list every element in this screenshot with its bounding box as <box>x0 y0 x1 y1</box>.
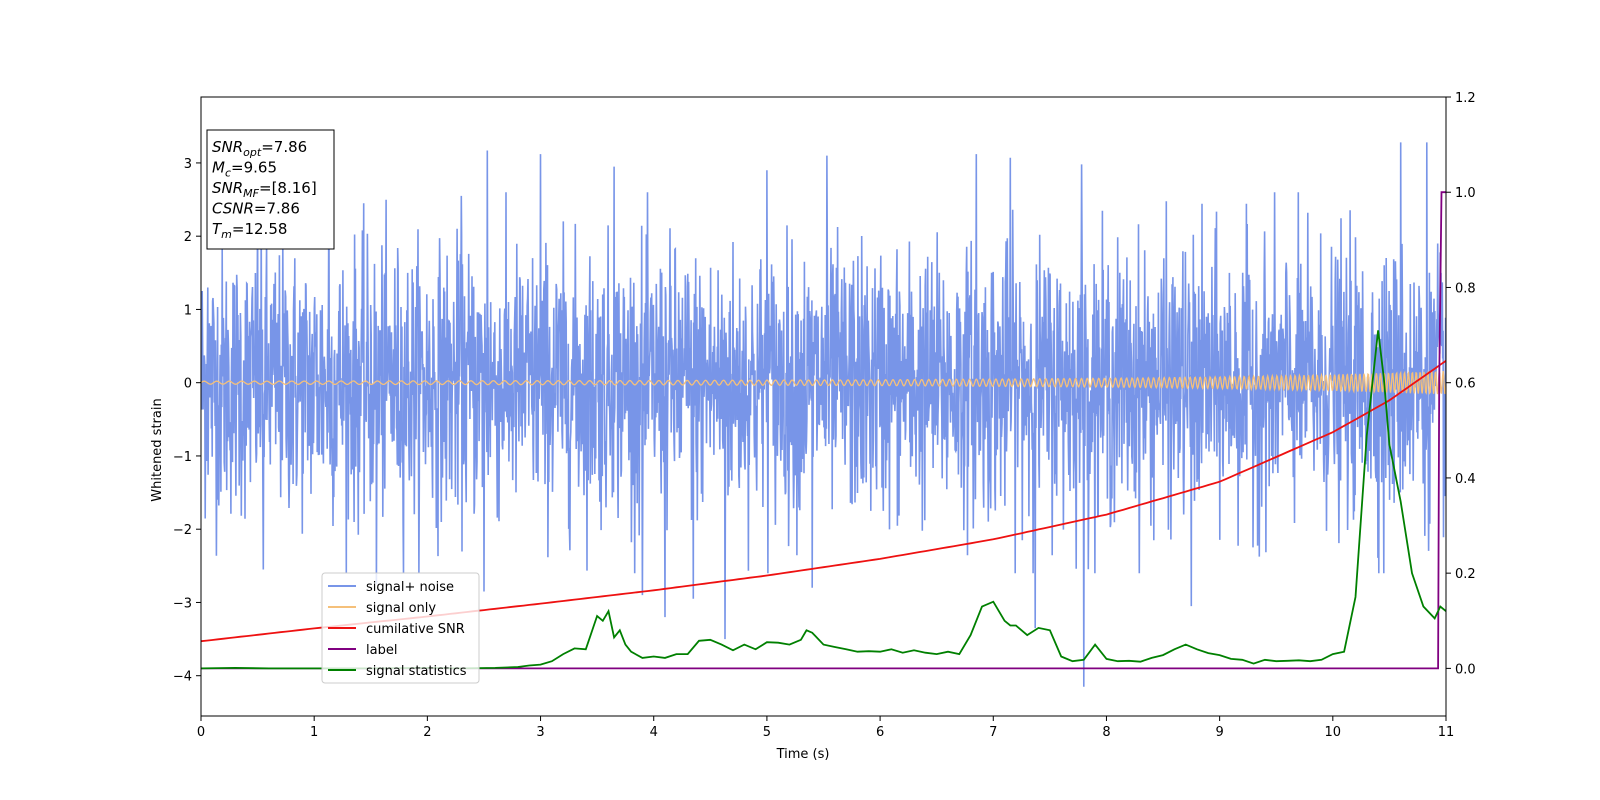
legend-label: label <box>366 643 397 658</box>
y-tick-label: 3 <box>184 157 192 172</box>
x-tick-label: 3 <box>536 725 544 740</box>
y-axis-label: Whitened strain <box>150 398 165 501</box>
axes: 0 1 2 3 4 5 6 7 8 9 10 11 −4 −3 −2 −1 0 1 2 3 0.0 0.2 0.4 0.6 0.… <box>173 91 1476 740</box>
x-tick-label: 10 <box>1325 725 1342 740</box>
y2-tick-label: 0.6 <box>1455 377 1476 392</box>
x-tick-label: 2 <box>423 725 431 740</box>
y2-tick-label: 1.2 <box>1455 91 1476 106</box>
info-line: CSNR=7.86 <box>212 200 300 218</box>
y-tick-label: 0 <box>184 377 192 392</box>
y-tick-label: −2 <box>173 523 192 538</box>
series-label <box>201 191 1446 670</box>
legend-label: signal statistics <box>366 664 467 679</box>
series-signal-only <box>201 370 1446 395</box>
y-tick-label: −1 <box>173 450 192 465</box>
plot-frame <box>200 96 1447 717</box>
y-tick-label: 1 <box>184 303 192 318</box>
x-tick-label: 5 <box>763 725 771 740</box>
y2-tick-label: 1.0 <box>1455 186 1476 201</box>
y2-tick-label: 0.8 <box>1455 281 1476 296</box>
info-line: Tm=12.58 <box>212 220 287 241</box>
x-axis-label: Time (s) <box>776 747 830 762</box>
x-tick-label: 6 <box>876 725 884 740</box>
series-signal-statistics <box>201 330 1446 670</box>
legend-label: signal only <box>366 601 436 616</box>
info-box-frame <box>206 129 335 250</box>
legend-label: signal+ noise <box>366 580 454 595</box>
legend: signal+ noise signal only cumilative SNR la… <box>321 572 480 684</box>
x-tick-label: 8 <box>1102 725 1110 740</box>
y2-tick-label: 0.4 <box>1455 472 1476 487</box>
x-tick-label: 9 <box>1215 725 1223 740</box>
legend-frame <box>321 572 480 684</box>
info-line: Mc=9.65 <box>212 159 277 180</box>
legend-label: cumilative SNR <box>366 622 465 637</box>
x-tick-label: 11 <box>1438 725 1455 740</box>
y-tick-label: −3 <box>173 596 192 611</box>
y2-tick-label: 0.0 <box>1455 662 1476 677</box>
info-line: SNRopt=7.86 <box>212 138 307 159</box>
x-tick-label: 0 <box>197 725 205 740</box>
x-tick-label: 7 <box>989 725 997 740</box>
y-tick-label: −4 <box>173 670 192 685</box>
x-tick-label: 4 <box>650 725 658 740</box>
info-line: SNRMF=[8.16] <box>212 179 317 200</box>
x-tick-label: 1 <box>310 725 318 740</box>
y2-tick-label: 0.2 <box>1455 567 1476 582</box>
y-tick-label: 2 <box>184 230 192 245</box>
